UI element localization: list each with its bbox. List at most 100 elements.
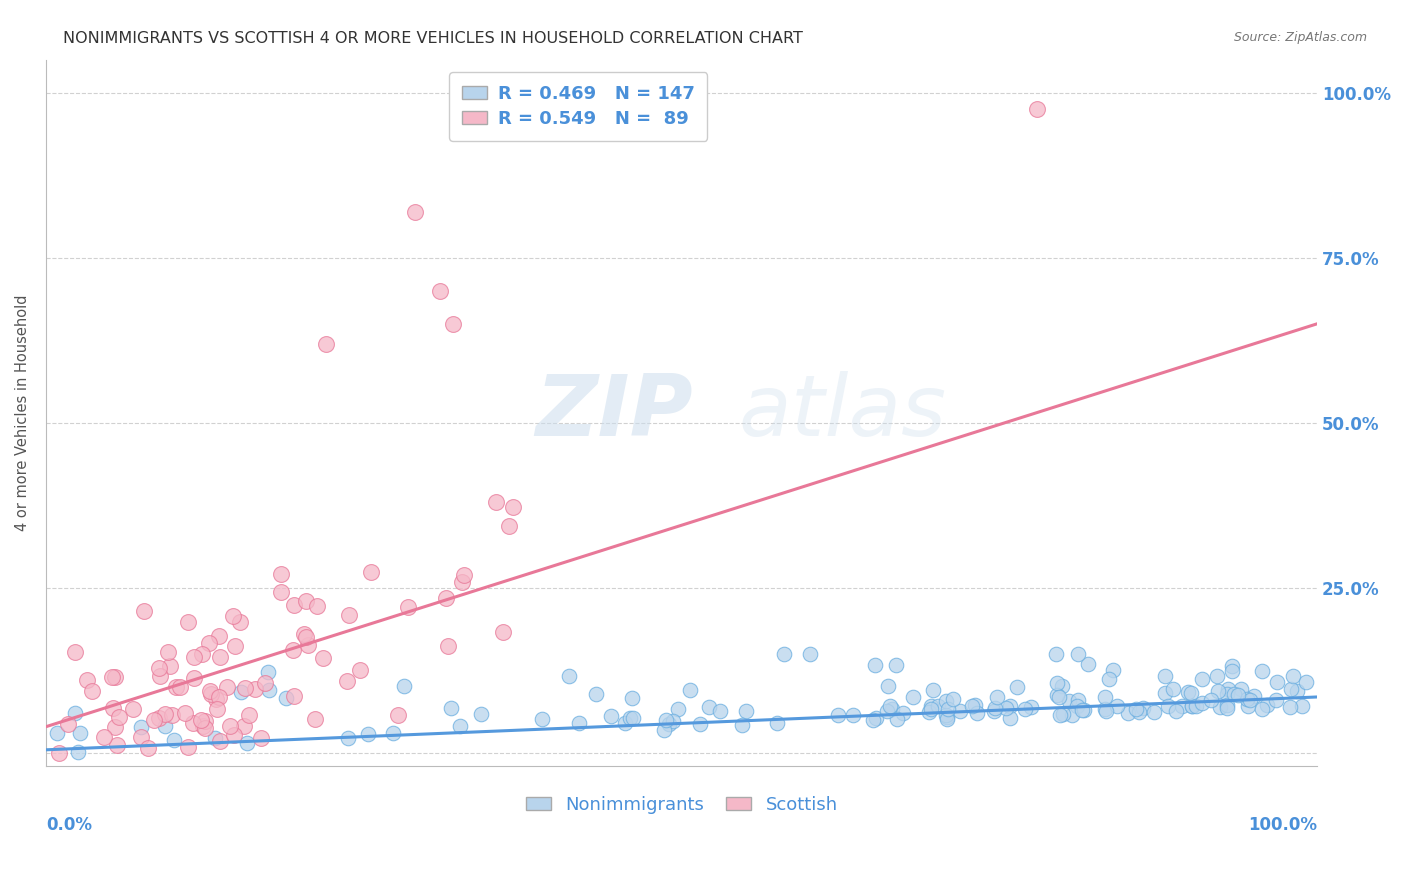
Point bbox=[1209, 699, 1232, 714]
Point bbox=[1220, 664, 1243, 678]
Point bbox=[65, 706, 87, 721]
Point bbox=[80, 684, 103, 698]
Point bbox=[183, 671, 205, 685]
Point bbox=[129, 720, 152, 734]
Point bbox=[1157, 698, 1180, 713]
Point bbox=[1067, 692, 1090, 706]
Point bbox=[936, 712, 959, 726]
Point bbox=[927, 698, 949, 713]
Point bbox=[434, 591, 457, 605]
Point bbox=[183, 649, 205, 664]
Point bbox=[1230, 681, 1253, 696]
Point bbox=[994, 701, 1017, 715]
Point bbox=[169, 680, 191, 694]
Point bbox=[58, 717, 80, 731]
Point bbox=[865, 711, 887, 725]
Point bbox=[142, 714, 165, 728]
Y-axis label: 4 or more Vehicles in Household: 4 or more Vehicles in Household bbox=[15, 294, 30, 532]
Point bbox=[876, 704, 898, 718]
Point bbox=[157, 645, 180, 659]
Point bbox=[253, 676, 276, 690]
Point bbox=[492, 625, 515, 640]
Point bbox=[1239, 692, 1261, 706]
Point bbox=[1216, 701, 1239, 715]
Point bbox=[1180, 686, 1202, 700]
Point bbox=[1116, 706, 1139, 720]
Point bbox=[224, 639, 246, 653]
Point bbox=[1215, 687, 1237, 701]
Point bbox=[160, 708, 183, 723]
Point bbox=[103, 720, 125, 734]
Point bbox=[1265, 674, 1288, 689]
Text: 100.0%: 100.0% bbox=[1249, 816, 1317, 834]
Point bbox=[274, 690, 297, 705]
Point bbox=[1177, 685, 1199, 699]
Point bbox=[1243, 689, 1265, 703]
Point bbox=[1052, 707, 1074, 722]
Point bbox=[558, 669, 581, 683]
Point bbox=[381, 725, 404, 739]
Point bbox=[599, 708, 621, 723]
Point bbox=[1046, 689, 1069, 703]
Point bbox=[1215, 698, 1237, 713]
Point bbox=[360, 565, 382, 579]
Point bbox=[960, 698, 983, 713]
Point bbox=[1094, 704, 1116, 718]
Point bbox=[1220, 659, 1243, 673]
Point bbox=[177, 739, 200, 754]
Point bbox=[208, 690, 231, 704]
Point bbox=[208, 628, 231, 642]
Point bbox=[159, 659, 181, 673]
Point bbox=[257, 683, 280, 698]
Point bbox=[283, 643, 305, 657]
Point bbox=[709, 705, 731, 719]
Point bbox=[1286, 684, 1309, 698]
Point bbox=[1045, 647, 1067, 661]
Point bbox=[568, 716, 591, 731]
Point bbox=[200, 687, 222, 701]
Point bbox=[76, 673, 98, 687]
Point bbox=[1046, 675, 1069, 690]
Point bbox=[1250, 702, 1272, 716]
Point bbox=[920, 698, 942, 713]
Point bbox=[148, 661, 170, 675]
Point bbox=[934, 694, 956, 708]
Point bbox=[655, 713, 678, 727]
Point bbox=[735, 704, 758, 718]
Point bbox=[453, 568, 475, 582]
Point bbox=[131, 730, 153, 744]
Point bbox=[1154, 669, 1177, 683]
Point bbox=[886, 712, 908, 726]
Point bbox=[1019, 699, 1042, 714]
Point bbox=[46, 726, 69, 740]
Point bbox=[621, 690, 644, 705]
Text: ZIP: ZIP bbox=[536, 371, 693, 454]
Point bbox=[1014, 701, 1036, 715]
Point bbox=[1071, 703, 1094, 717]
Point bbox=[1066, 699, 1088, 714]
Point bbox=[1264, 693, 1286, 707]
Point bbox=[585, 687, 607, 701]
Point bbox=[181, 715, 204, 730]
Point bbox=[1223, 687, 1246, 701]
Point bbox=[222, 609, 245, 624]
Point bbox=[614, 716, 637, 731]
Point bbox=[69, 726, 91, 740]
Point bbox=[307, 599, 329, 613]
Point bbox=[304, 712, 326, 726]
Point bbox=[1191, 696, 1213, 710]
Point bbox=[1181, 698, 1204, 713]
Point bbox=[191, 647, 214, 661]
Point bbox=[1060, 707, 1083, 722]
Point bbox=[1050, 679, 1073, 693]
Point bbox=[966, 706, 988, 721]
Point bbox=[697, 700, 720, 714]
Point bbox=[879, 698, 901, 713]
Text: NONIMMIGRANTS VS SCOTTISH 4 OR MORE VEHICLES IN HOUSEHOLD CORRELATION CHART: NONIMMIGRANTS VS SCOTTISH 4 OR MORE VEHI… bbox=[63, 31, 803, 46]
Point bbox=[918, 705, 941, 719]
Point bbox=[404, 204, 426, 219]
Point bbox=[1279, 681, 1302, 696]
Point bbox=[270, 585, 292, 599]
Point bbox=[1164, 704, 1187, 718]
Point bbox=[1237, 698, 1260, 713]
